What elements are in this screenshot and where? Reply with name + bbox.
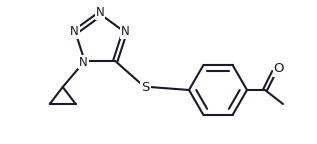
Text: N: N: [70, 25, 79, 38]
Text: N: N: [121, 25, 130, 38]
Text: N: N: [79, 56, 88, 69]
Text: S: S: [141, 80, 150, 94]
Text: O: O: [274, 62, 284, 75]
Text: N: N: [96, 6, 104, 19]
